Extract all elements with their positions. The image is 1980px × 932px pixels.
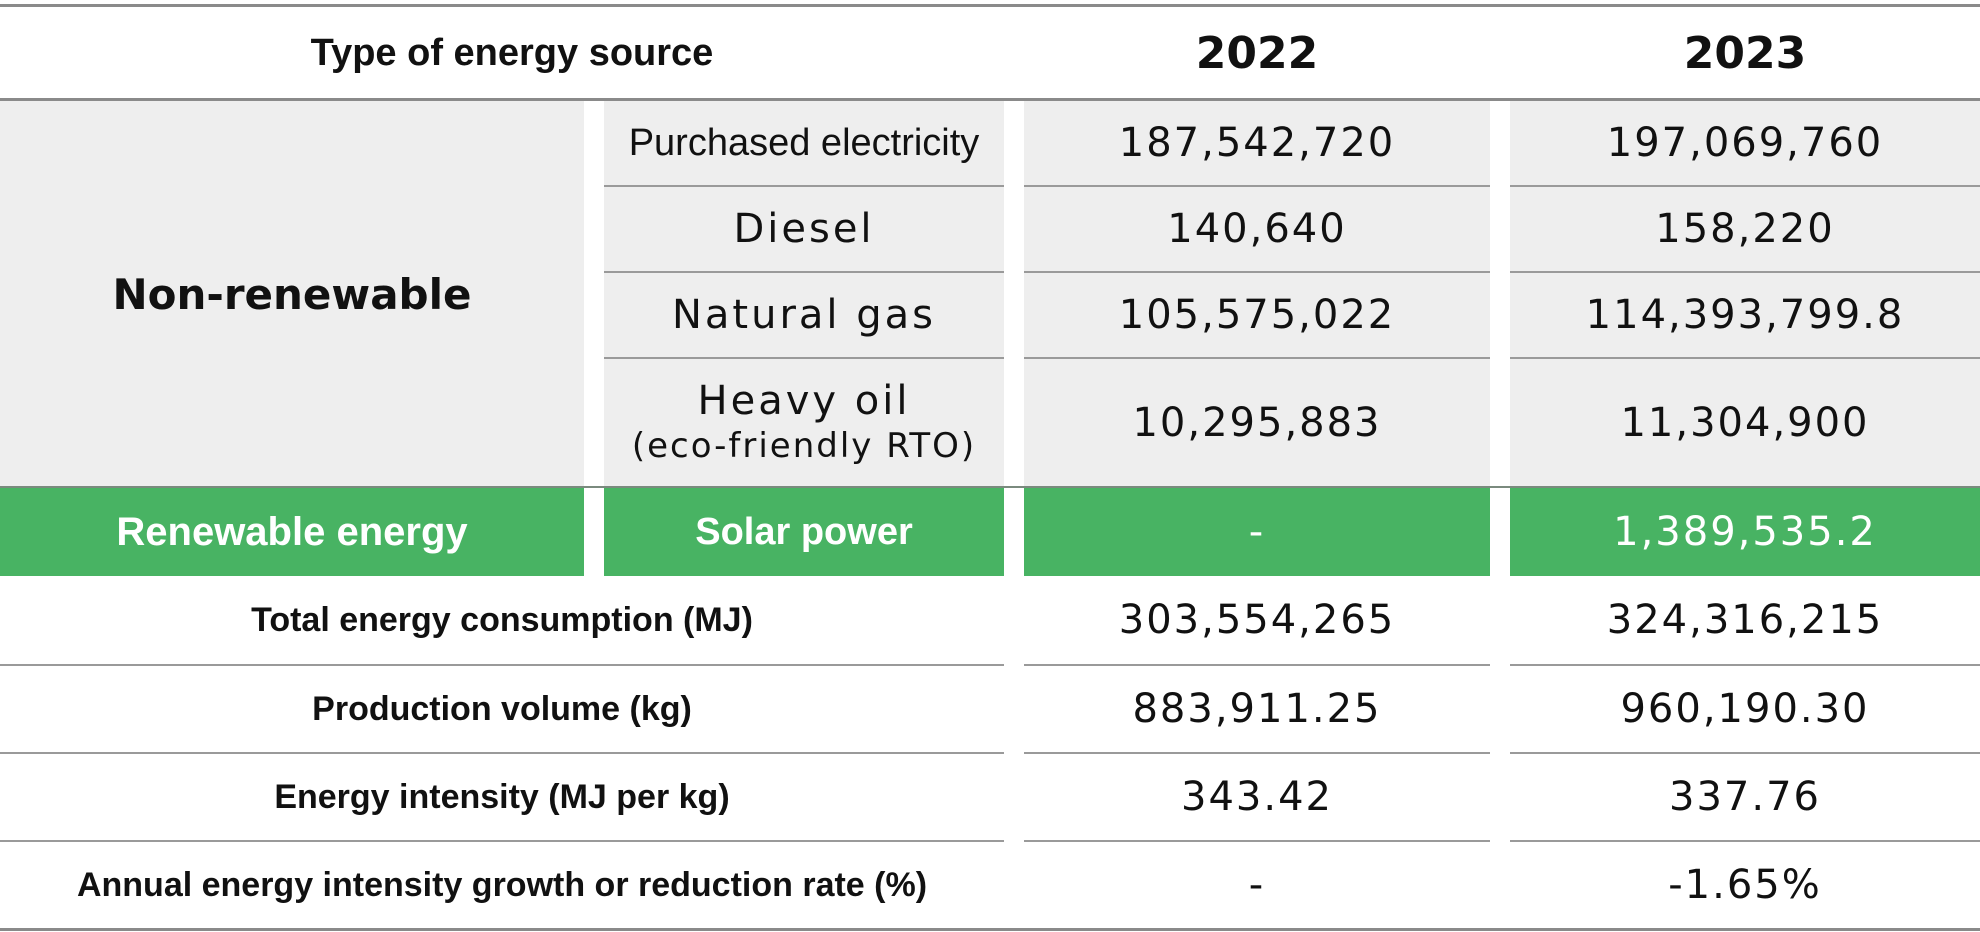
value-2022-solar-power: - xyxy=(1024,488,1490,576)
source-heavy-oil-note: (eco-friendly RTO) xyxy=(631,426,977,466)
row-rule xyxy=(1024,840,1490,842)
row-rule xyxy=(1510,357,1980,359)
value-2022-natural-gas: 105,575,022 xyxy=(1024,273,1490,357)
source-heavy-oil: Heavy oil (eco-friendly RTO) xyxy=(604,359,1004,487)
source-natural-gas: Natural gas xyxy=(604,273,1004,357)
value-2023-purchased-electricity: 197,069,760 xyxy=(1510,101,1980,185)
row-rule xyxy=(1510,752,1980,754)
summary-intensity-growth-rate-label: Annual energy intensity growth or reduct… xyxy=(76,865,928,904)
row-rule xyxy=(1510,840,1980,842)
header-year-2023: 2023 xyxy=(1683,27,1807,79)
summary-intensity-growth-rate-2022: - xyxy=(1248,862,1266,908)
value-2023-diesel: 158,220 xyxy=(1510,187,1980,271)
source-solar-power: Solar power xyxy=(604,488,1004,576)
source-heavy-oil-label: Heavy oil xyxy=(697,378,911,424)
summary-production-volume-2023: 960,190.30 xyxy=(1620,686,1870,732)
row-rule xyxy=(0,486,1980,488)
row-rule xyxy=(1510,271,1980,273)
row-rule xyxy=(604,271,1004,273)
non-renewable-group-label: Non-renewable xyxy=(0,101,584,487)
row-rule xyxy=(0,664,1004,666)
row-rule xyxy=(604,185,1004,187)
row-rule xyxy=(1024,664,1490,666)
value-2023-solar-power: 1,389,535.2 xyxy=(1510,488,1980,576)
summary-production-volume-2022: 883,911.25 xyxy=(1132,686,1382,732)
renewable-group-label: Renewable energy xyxy=(0,488,584,576)
header-type-of-energy-source: Type of energy source xyxy=(310,31,714,74)
summary-production-volume-label: Production volume (kg) xyxy=(312,689,692,728)
summary-total-energy-2022: 303,554,265 xyxy=(1118,597,1396,643)
summary-energy-intensity-label: Energy intensity (MJ per kg) xyxy=(274,777,730,816)
summary-total-energy-label: Total energy consumption (MJ) xyxy=(251,600,753,639)
row-rule xyxy=(0,840,1004,842)
row-rule xyxy=(1024,752,1490,754)
table-bottom-rule xyxy=(0,928,1980,931)
summary-total-energy-2023: 324,316,215 xyxy=(1606,597,1884,643)
row-rule xyxy=(1024,357,1490,359)
summary-energy-intensity-2023: 337.76 xyxy=(1669,774,1821,820)
row-rule xyxy=(1024,185,1490,187)
value-2023-natural-gas: 114,393,799.8 xyxy=(1510,273,1980,357)
source-diesel: Diesel xyxy=(604,187,1004,271)
value-2022-heavy-oil: 10,295,883 xyxy=(1024,359,1490,487)
value-2022-diesel: 140,640 xyxy=(1024,187,1490,271)
table-top-rule xyxy=(0,4,1980,7)
value-2022-purchased-electricity: 187,542,720 xyxy=(1024,101,1490,185)
header-bottom-rule xyxy=(0,98,1980,101)
value-2023-heavy-oil: 11,304,900 xyxy=(1510,359,1980,487)
header-year-2022: 2022 xyxy=(1195,27,1319,79)
summary-energy-intensity-2022: 343.42 xyxy=(1181,774,1333,820)
row-rule xyxy=(1024,271,1490,273)
source-purchased-electricity: Purchased electricity xyxy=(604,101,1004,185)
row-rule xyxy=(604,357,1004,359)
row-rule xyxy=(0,752,1004,754)
row-rule xyxy=(1510,664,1980,666)
row-rule xyxy=(1510,185,1980,187)
summary-intensity-growth-rate-2023: -1.65% xyxy=(1668,862,1822,908)
